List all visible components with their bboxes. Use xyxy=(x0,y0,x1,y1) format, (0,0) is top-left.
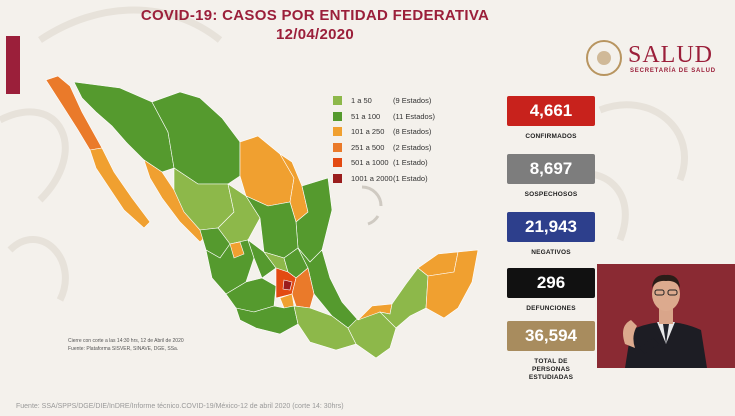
map-legend: 1 a 50 (9 Estados) 51 a 100 (11 Estados)… xyxy=(333,94,435,187)
logo-word: SALUD xyxy=(628,42,714,68)
stat-sospechosos: 8,697 SOSPECHOSOS xyxy=(507,154,595,198)
note-source: Fuente: Plataforma SISVER, SINAVE, DGE, … xyxy=(68,346,179,352)
legend-range: 501 a 1000 xyxy=(351,158,389,167)
stat-label: CONFIRMADOS xyxy=(525,133,577,140)
stat-label: SOSPECHOSOS xyxy=(524,191,578,198)
legend-item: 251 a 500 (2 Estados) xyxy=(333,141,435,154)
footer-source: Fuente: SSA/SPPS/DGE/DIE/InDRE/Informe t… xyxy=(0,400,735,416)
stat-value-box: 296 xyxy=(507,268,595,298)
legend-item: 501 a 1000 (1 Estado) xyxy=(333,156,435,169)
state-quintana-roo xyxy=(425,249,479,319)
title-date: 12/04/2020 xyxy=(275,26,355,43)
legend-range: 101 a 250 xyxy=(351,127,385,136)
stat-total-estudiadas: 36,594 TOTAL DE PERSONAS ESTUDIADAS xyxy=(507,321,595,382)
legend-item: 51 a 100 (11 Estados) xyxy=(333,110,435,123)
stat-value-box: 21,943 xyxy=(507,212,595,242)
footer-text: Fuente: SSA/SPPS/DGE/DIE/InDRE/Informe t… xyxy=(16,403,344,410)
stat-label: NEGATIVOS xyxy=(531,249,571,256)
state-baja-california-sur xyxy=(89,147,151,229)
state-coahuila xyxy=(239,135,295,207)
legend-swatch xyxy=(333,158,342,167)
mexico-map xyxy=(45,75,479,359)
legend-count: (2 Estados) xyxy=(393,142,432,152)
state-guerrero xyxy=(235,305,299,335)
title-main: COVID-19: CASOS POR ENTIDAD FEDERATIVA xyxy=(140,7,490,24)
interpreter-figure xyxy=(597,264,735,368)
corner-accent-bar xyxy=(6,36,20,94)
stat-value-box: 8,697 xyxy=(507,154,595,184)
state-aguascalientes xyxy=(229,241,245,259)
legend-swatch xyxy=(333,96,342,105)
legend-item: 1 a 50 (9 Estados) xyxy=(333,94,435,107)
state-ciudad-de-mexico xyxy=(282,279,293,291)
legend-swatch xyxy=(333,127,342,136)
note-cutoff: Cierre con corte a las 14:30 hrs, 12 de … xyxy=(68,338,184,344)
legend-swatch xyxy=(333,111,342,121)
legend-count: (11 Estados) xyxy=(393,111,435,121)
legend-range: 251 a 500 xyxy=(351,142,385,152)
map-note: Cierre con corte a las 14:30 hrs, 12 de … xyxy=(68,337,184,353)
legend-count: (9 Estados) xyxy=(393,96,432,105)
legend-range: 51 a 100 xyxy=(351,111,381,121)
page-title: COVID-19: CASOS POR ENTIDAD FEDERATIVA 1… xyxy=(100,6,530,44)
logo-subtitle: SECRETARÍA DE SALUD xyxy=(630,68,716,74)
salud-logo: SALUD SECRETARÍA DE SALUD xyxy=(586,40,731,80)
legend-item: 1001 a 2000 (1 Estado) xyxy=(333,172,435,185)
stat-value-box: 36,594 xyxy=(507,321,595,351)
state-guanajuato xyxy=(247,239,277,279)
legend-count: (1 Estado) xyxy=(393,158,428,167)
legend-count: (1 Estado) xyxy=(393,173,428,183)
legend-swatch xyxy=(333,173,342,183)
legend-swatch xyxy=(333,142,342,152)
legend-item: 101 a 250 (8 Estados) xyxy=(333,125,435,138)
national-seal-icon xyxy=(586,40,622,76)
legend-range: 1001 a 2000 xyxy=(351,173,393,183)
stat-label: TOTAL DE PERSONAS ESTUDIADAS xyxy=(528,358,574,381)
legend-range: 1 a 50 xyxy=(351,96,372,105)
stat-value-box: 4,661 xyxy=(507,96,595,126)
stat-confirmados: 4,661 CONFIRMADOS xyxy=(507,96,595,140)
stat-defunciones: 296 DEFUNCIONES xyxy=(507,268,595,312)
legend-count: (8 Estados) xyxy=(393,127,432,136)
state-campeche xyxy=(379,267,429,329)
stat-label: DEFUNCIONES xyxy=(526,305,576,312)
stat-negativos: 21,943 NEGATIVOS xyxy=(507,212,595,256)
sign-language-interpreter-video xyxy=(597,264,735,368)
loading-spinner-icon xyxy=(361,185,383,226)
